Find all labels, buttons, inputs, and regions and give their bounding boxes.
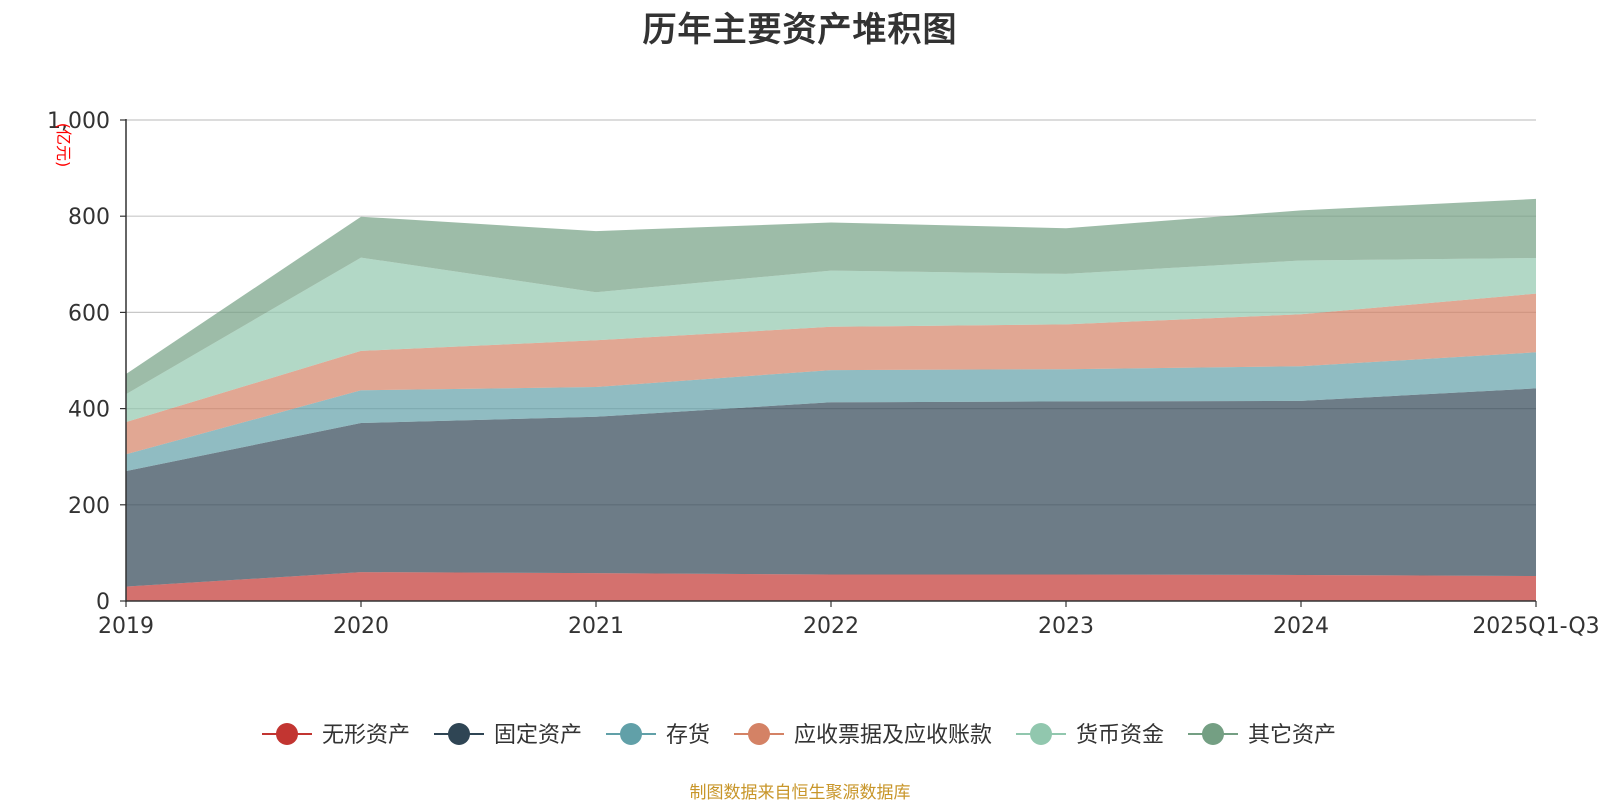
y-tick-label: 0 xyxy=(96,590,110,615)
legend-item-5[interactable]: 其它资产 xyxy=(1188,723,1336,748)
legend-label: 其它资产 xyxy=(1248,723,1336,748)
x-tick-label: 2021 xyxy=(568,614,624,639)
legend-label: 固定资产 xyxy=(494,723,582,748)
legend-item-1[interactable]: 固定资产 xyxy=(434,723,582,748)
legend-marker-icon xyxy=(620,723,642,745)
y-tick-label: 400 xyxy=(68,398,110,423)
x-tick-label: 2024 xyxy=(1273,614,1329,639)
y-tick-label: 1,000 xyxy=(47,109,110,134)
y-tick-label: 800 xyxy=(68,205,110,230)
legend-label: 无形资产 xyxy=(322,723,410,748)
legend-label: 存货 xyxy=(666,723,710,748)
area-series-2 xyxy=(126,352,1536,472)
legend-label: 应收票据及应收账款 xyxy=(794,723,992,748)
y-tick-label: 200 xyxy=(68,494,110,519)
legend-marker-icon xyxy=(1202,723,1224,745)
area-series-5 xyxy=(126,198,1536,395)
area-layer xyxy=(126,198,1536,601)
legend-item-3[interactable]: 应收票据及应收账款 xyxy=(734,723,992,748)
x-tick-label: 2019 xyxy=(98,614,154,639)
x-tick-labels: 2019 2020 2021 2022 2023 2024 2025Q1-Q3 xyxy=(98,601,1600,639)
source-note: 制图数据来自恒生聚源数据库 xyxy=(689,783,911,803)
y-tick-labels: 0 200 400 600 800 1,000 xyxy=(47,109,126,615)
area-series-1 xyxy=(126,388,1536,587)
chart-title: 历年主要资产堆积图 xyxy=(642,10,958,50)
legend-marker-icon xyxy=(748,723,770,745)
legend-item-0[interactable]: 无形资产 xyxy=(262,723,410,748)
legend-marker-icon xyxy=(276,723,298,745)
area-series-3 xyxy=(126,293,1536,455)
x-tick-label: 2025Q1-Q3 xyxy=(1472,614,1599,639)
x-tick-label: 2020 xyxy=(333,614,389,639)
x-tick-label: 2022 xyxy=(803,614,859,639)
y-unit-label: (亿元) xyxy=(54,123,73,168)
legend-item-4[interactable]: 货币资金 xyxy=(1016,723,1164,748)
y-tick-label: 600 xyxy=(68,301,110,326)
area-series-4 xyxy=(126,257,1536,423)
x-tick-label: 2023 xyxy=(1038,614,1094,639)
legend-label: 货币资金 xyxy=(1076,723,1164,748)
legend-marker-icon xyxy=(448,723,470,745)
legend-item-2[interactable]: 存货 xyxy=(606,723,710,748)
legend: 无形资产 固定资产 存货 应收票据及应收账款 货币资金 其它资产 xyxy=(262,723,1336,748)
legend-marker-icon xyxy=(1030,723,1052,745)
area-series-0 xyxy=(126,572,1536,601)
